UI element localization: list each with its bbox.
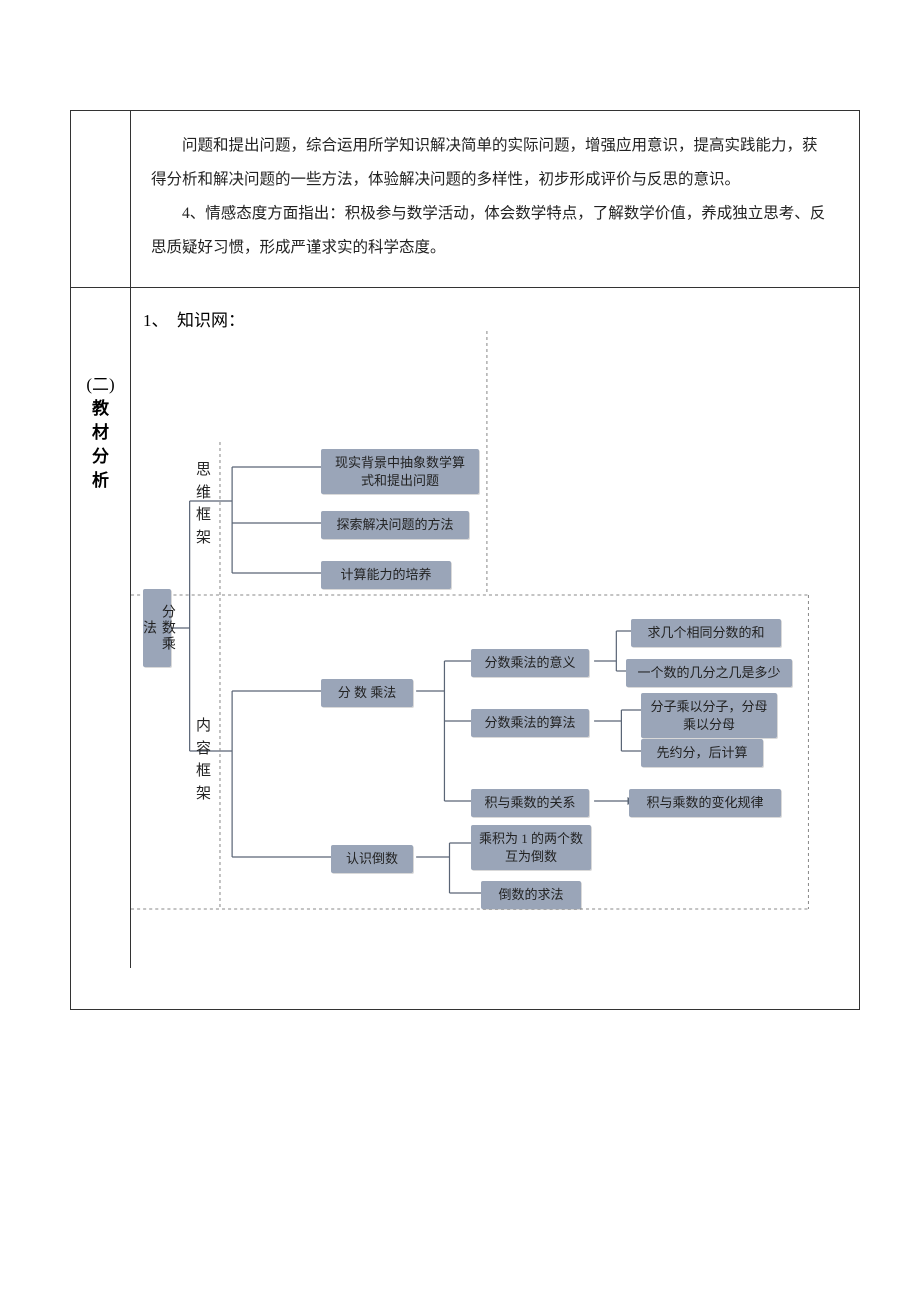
section-label: (二) 教 材 分 析	[86, 373, 114, 492]
node-e2: 倒数的求法	[481, 881, 581, 909]
node-n1: 现实背景中抽象数学算式和提出问题	[321, 449, 479, 494]
node-c2: 分数乘法的算法	[471, 709, 589, 737]
node-m2: 认识倒数	[331, 845, 413, 873]
node-c1: 分数乘法的意义	[471, 649, 589, 677]
frame-label-1: 内容框架	[196, 715, 211, 805]
frame-label-0: 思维框架	[196, 459, 211, 549]
row-top-left-cell	[71, 111, 131, 287]
knowledge-net-heading: 1、 知识网：	[131, 288, 859, 331]
node-d2: 一个数的几分之几是多少	[626, 659, 792, 687]
node-d5: 积与乘数的变化规律	[629, 789, 781, 817]
row-diagram: (二) 教 材 分 析 1、 知识网： 分数乘法 思维框架内容框架 现实背景中抽象数…	[71, 288, 859, 968]
node-root: 分数乘法	[143, 589, 171, 667]
node-d1: 求几个相同分数的和	[631, 619, 781, 647]
diagram-cell: 1、 知识网： 分数乘法 思维框架内容框架 现实背景中抽象数学算式和提出问题探索解决…	[131, 288, 859, 968]
knowledge-network-diagram: 分数乘法 思维框架内容框架 现实背景中抽象数学算式和提出问题探索解决问题的方法计算能…	[131, 331, 859, 941]
paragraph-1: 问题和提出问题，综合运用所学知识解决简单的实际问题，增强应用意识，提高实践能力，…	[151, 129, 829, 197]
row-top-text: 问题和提出问题，综合运用所学知识解决简单的实际问题，增强应用意识，提高实践能力，…	[131, 111, 859, 287]
section-label-cell: (二) 教 材 分 析	[71, 288, 131, 968]
node-c3: 积与乘数的关系	[471, 789, 589, 817]
node-e1: 乘积为 1 的两个数互为倒数	[471, 825, 591, 870]
node-n2: 探索解决问题的方法	[321, 511, 469, 539]
node-m1: 分 数 乘法	[321, 679, 413, 707]
row-top: 问题和提出问题，综合运用所学知识解决简单的实际问题，增强应用意识，提高实践能力，…	[71, 111, 859, 288]
node-d4: 先约分，后计算	[641, 739, 763, 767]
paragraph-2: 4、情感态度方面指出：积极参与数学活动，体会数学特点，了解数学价值，养成独立思考…	[151, 197, 829, 265]
document-page: 问题和提出问题，综合运用所学知识解决简单的实际问题，增强应用意识，提高实践能力，…	[70, 110, 860, 1010]
node-d3: 分子乘以分子，分母乘以分母	[641, 693, 777, 738]
node-n3: 计算能力的培养	[321, 561, 451, 589]
